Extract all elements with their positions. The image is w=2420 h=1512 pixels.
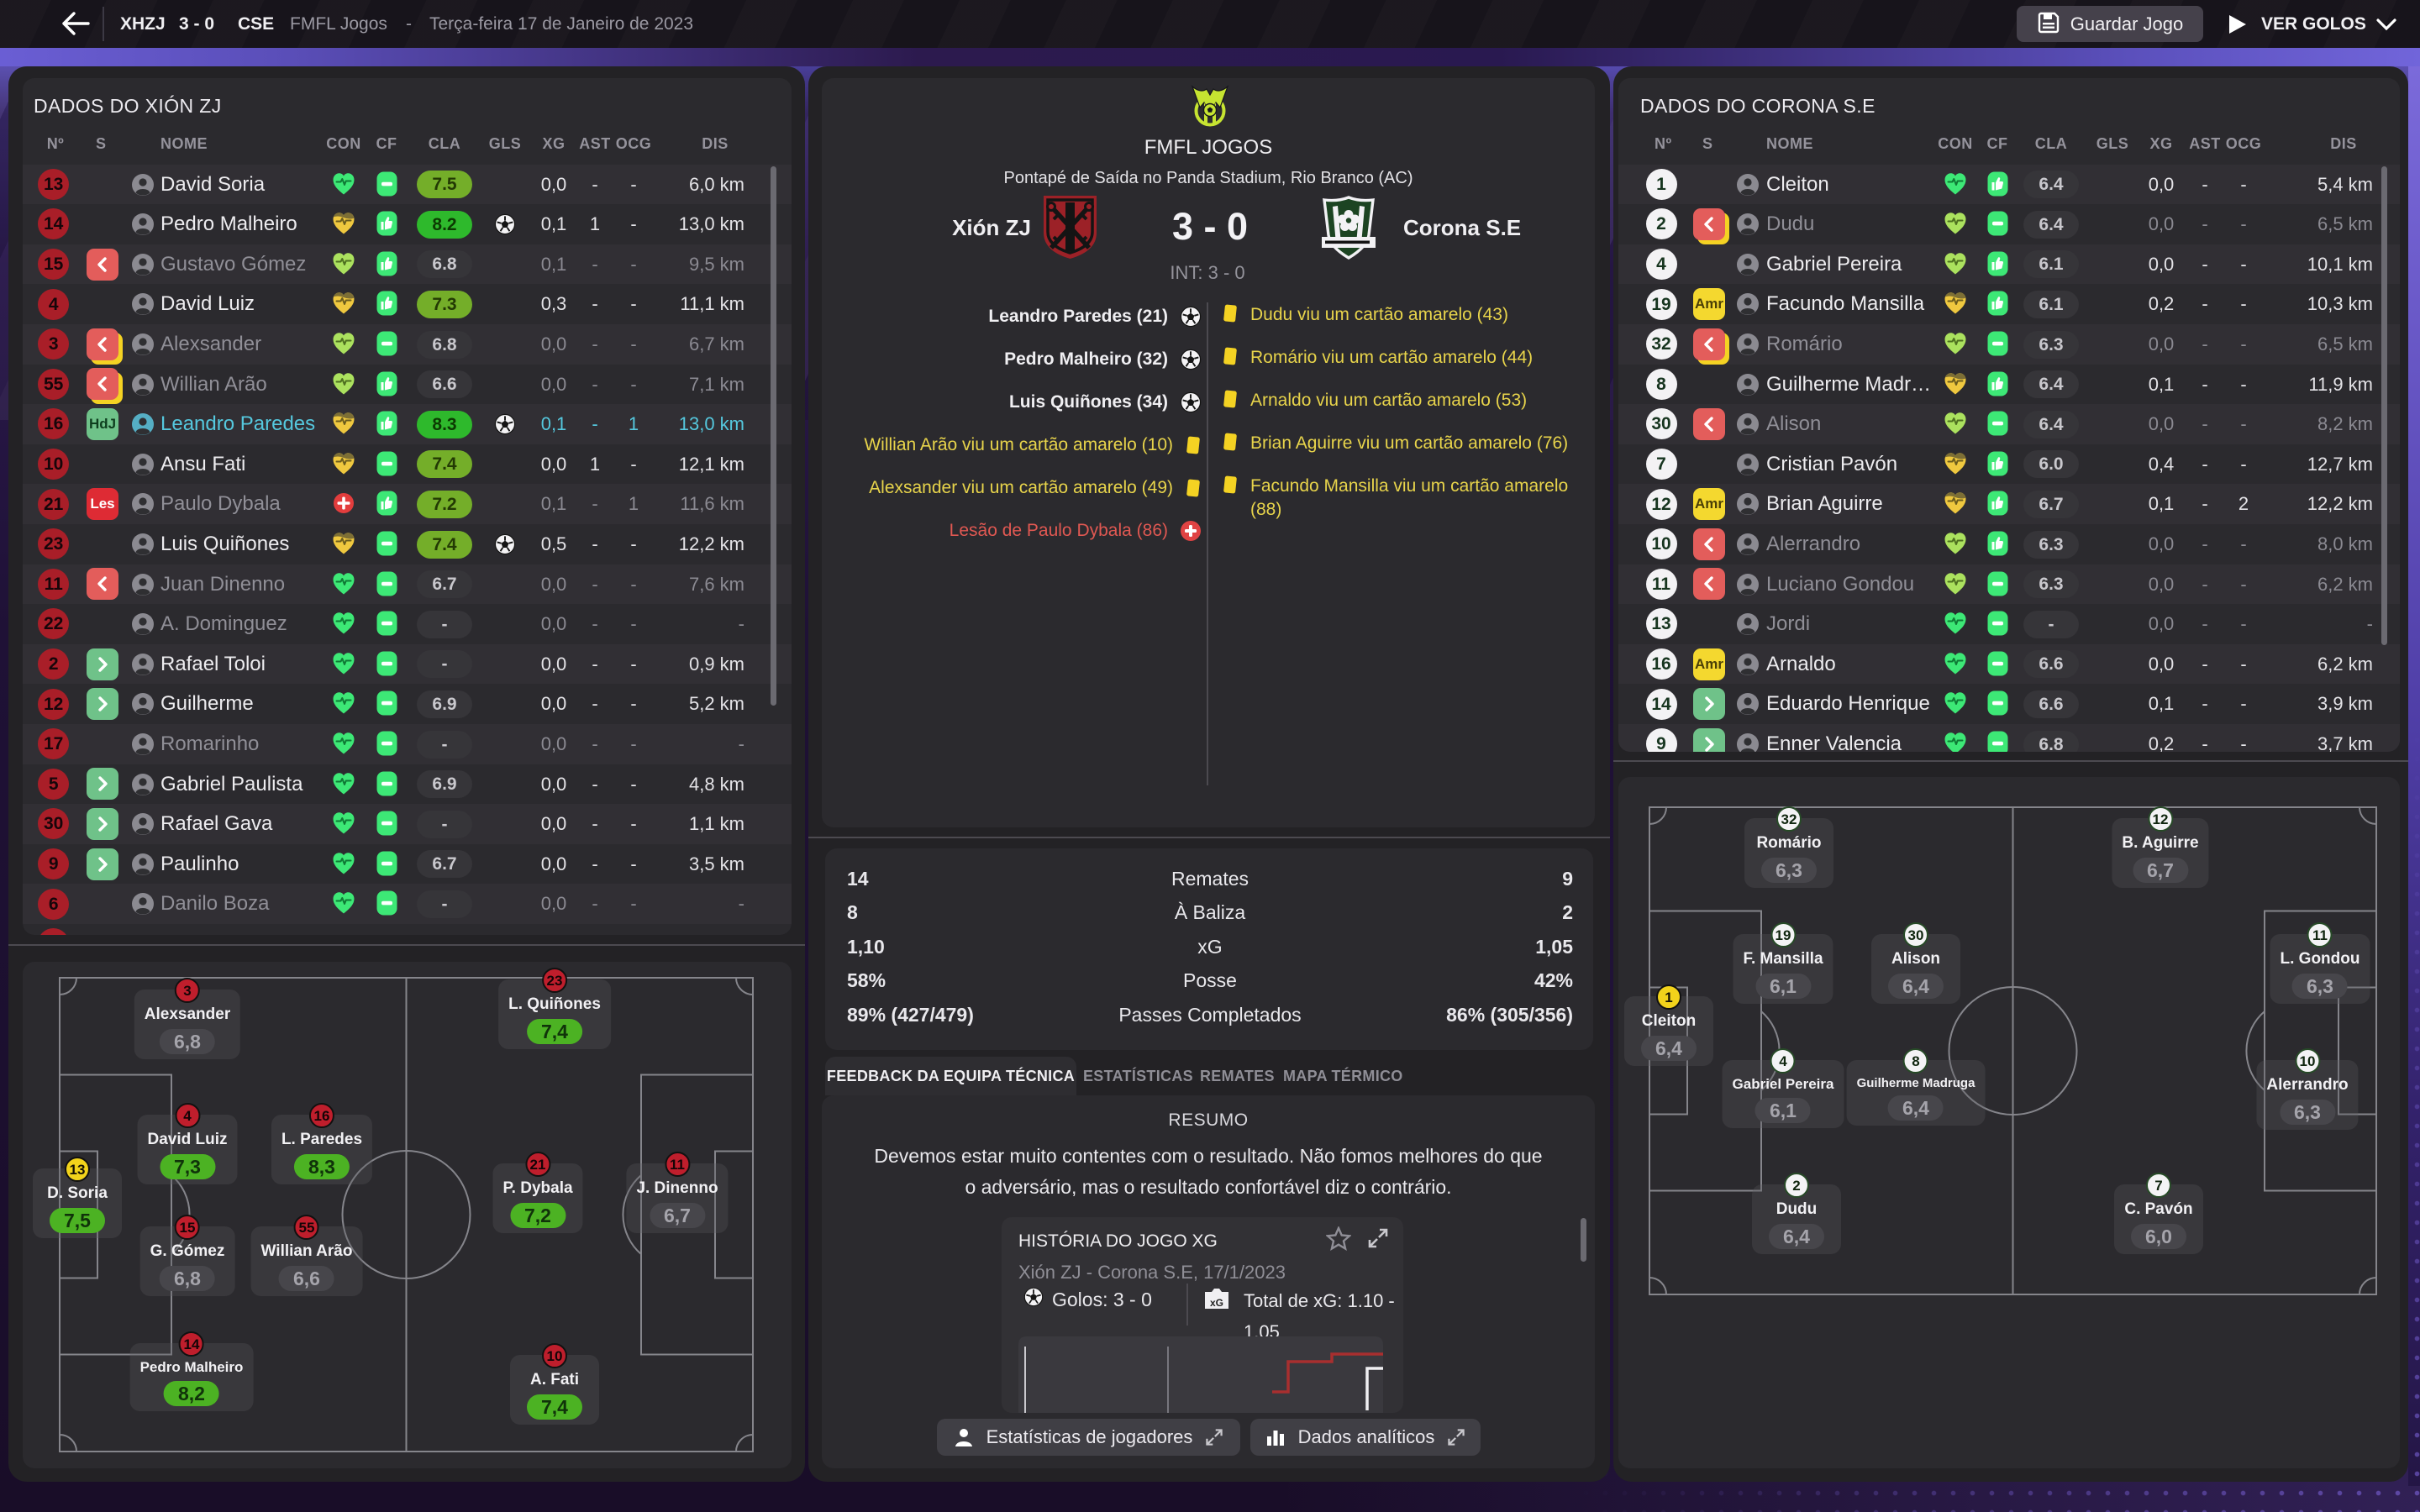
svg-text:xG: xG <box>1210 1297 1223 1309</box>
